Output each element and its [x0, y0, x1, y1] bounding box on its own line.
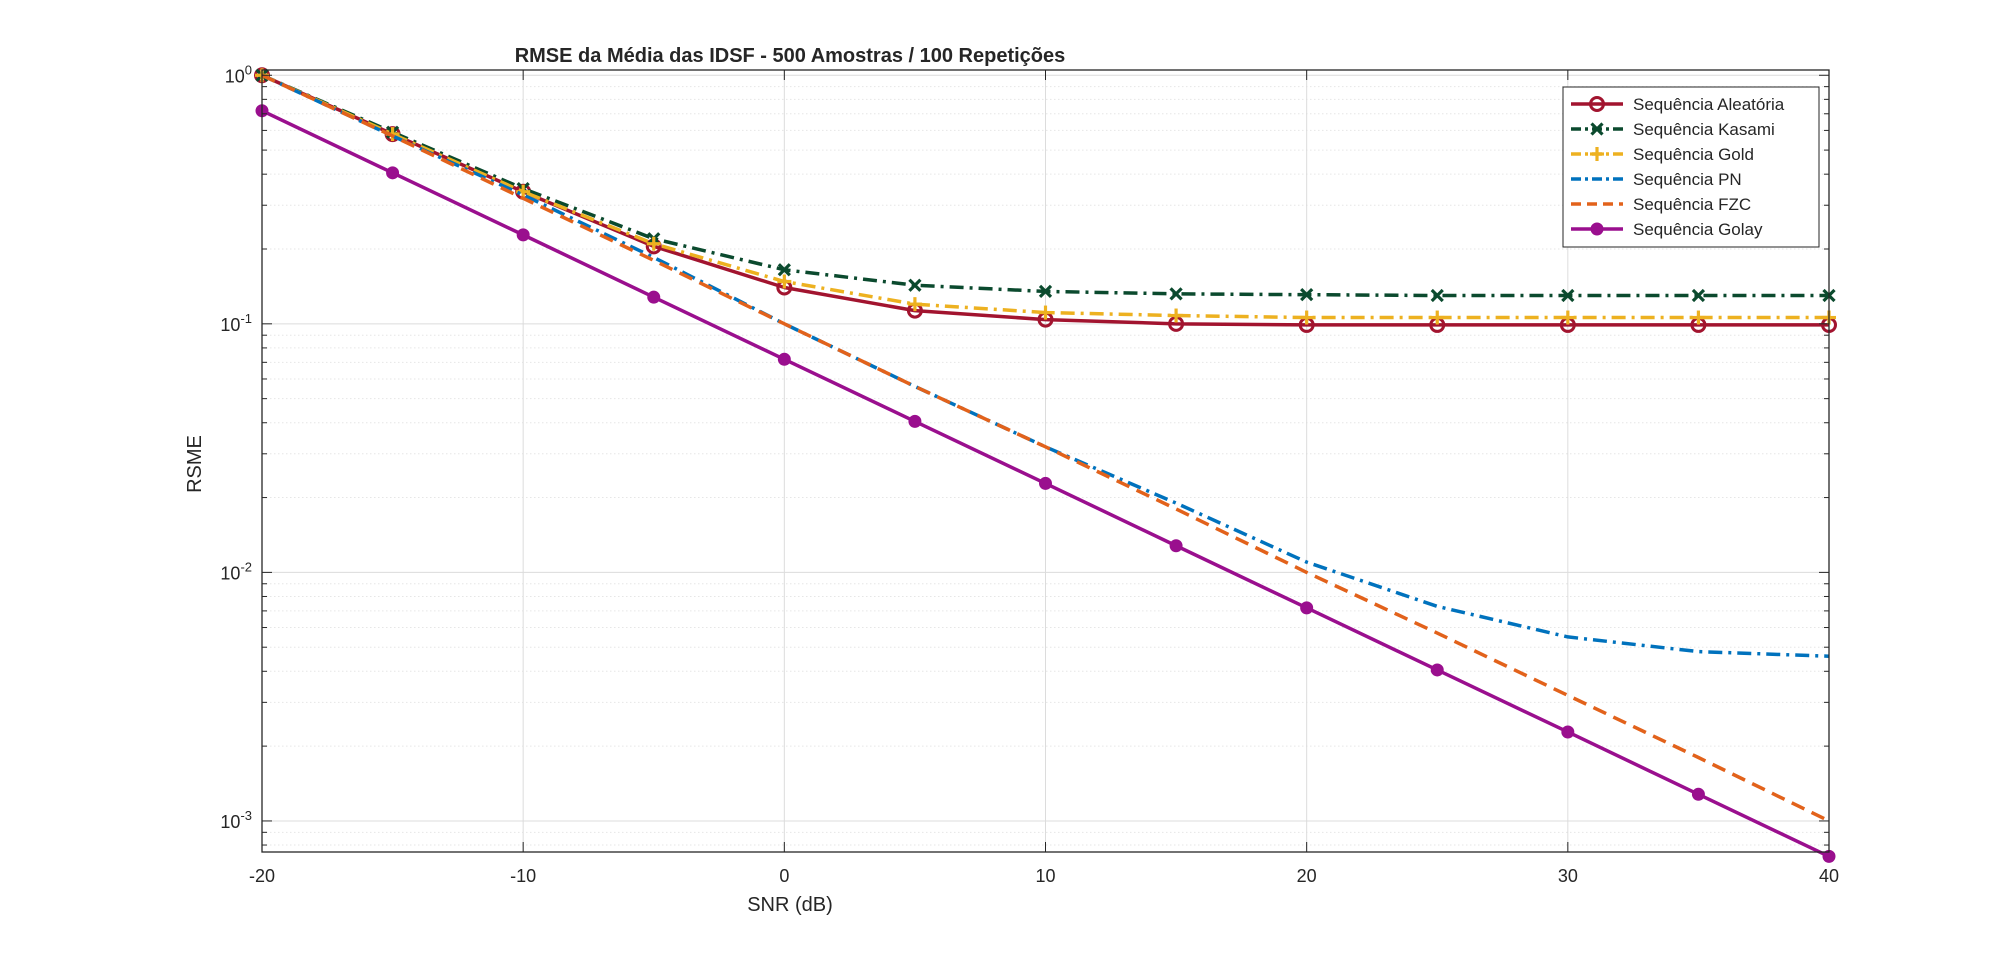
- marker-stroke: [1038, 284, 1053, 299]
- series-6-point: [908, 414, 922, 428]
- series-3-point: [1430, 310, 1445, 325]
- y-tick-label: 10-3: [220, 808, 252, 832]
- legend-box: [1562, 86, 1820, 248]
- legend-marker: [1590, 122, 1604, 136]
- legend-label: Sequência Gold: [1633, 145, 1754, 164]
- y-tick-label: 10-1: [220, 311, 252, 335]
- series-2-point: [1169, 287, 1183, 301]
- y-tick-label: 10-2: [220, 559, 252, 583]
- series-6-point: [1169, 539, 1183, 553]
- legend: Sequência Aleatória Sequência Kasami Sequê…: [1562, 86, 1820, 248]
- legend-item: Sequência Gold: [1571, 145, 1754, 164]
- marker-stroke: [1430, 288, 1444, 303]
- series-6-point: [647, 290, 661, 304]
- x-tick-label: 40: [1819, 866, 1839, 886]
- marker-stroke: [777, 263, 791, 277]
- legend-item: Sequência PN: [1571, 170, 1742, 189]
- marker-stroke: [1561, 288, 1575, 303]
- series-3-point: [907, 297, 922, 312]
- series-4-line: [261, 73, 1830, 658]
- legend-label: Sequência FZC: [1633, 195, 1751, 214]
- plot-series: [254, 67, 1837, 863]
- series-2-point: [1561, 288, 1575, 303]
- series-6-point: [1691, 787, 1705, 801]
- series-3-point: [1038, 305, 1053, 320]
- series-2-point: [1691, 288, 1706, 303]
- x-tick-label: 0: [779, 866, 789, 886]
- chart-title: RMSE da Média das IDSF - 500 Amostras / …: [515, 45, 1066, 67]
- series-2-point: [777, 263, 791, 277]
- series-3-point: [1691, 310, 1706, 325]
- series-3: [255, 68, 1836, 325]
- marker-stroke: [1590, 122, 1604, 136]
- legend-item: Sequência Kasami: [1571, 120, 1775, 139]
- series-5: [261, 73, 1830, 823]
- axis-ticks: [261, 70, 1830, 852]
- legend-label: Sequência Aleatória: [1633, 95, 1785, 114]
- legend-item: Sequência Golay: [1571, 220, 1763, 239]
- series-3-point: [1169, 308, 1184, 323]
- series-6-point: [1039, 476, 1052, 490]
- legend-item: Sequência Aleatória: [1571, 95, 1785, 114]
- marker-stroke: [1300, 288, 1314, 302]
- series-6: [255, 104, 1836, 863]
- y-axis-label: RSME: [184, 435, 206, 493]
- legend-item: Sequência FZC: [1571, 195, 1751, 214]
- series-4: [261, 73, 1830, 658]
- x-tick-label: 30: [1558, 866, 1578, 886]
- y-tick-label: 100: [225, 62, 252, 86]
- marker-stroke: [908, 278, 922, 292]
- marker-stroke: [1691, 288, 1706, 303]
- legend-marker: [1590, 222, 1604, 236]
- series-6-point: [1430, 663, 1444, 677]
- legend-label: Sequência Kasami: [1633, 120, 1775, 139]
- series-3-point: [646, 236, 661, 251]
- x-tick-label: 10: [1035, 866, 1055, 886]
- series-3-point: [1299, 310, 1314, 325]
- series-6-point: [777, 352, 791, 366]
- legend-marker: [1589, 96, 1605, 112]
- tick-labels: 100 10-1 10-2 10-3 -20 -10 0 10 20 30 40: [220, 62, 1839, 886]
- series-6-point: [516, 228, 530, 242]
- series-2-point: [1300, 288, 1314, 302]
- series-2-point: [1430, 288, 1444, 303]
- series-6-point: [386, 166, 400, 180]
- legend-label: Sequência PN: [1633, 170, 1742, 189]
- marker-stroke: [1169, 287, 1183, 301]
- legend-marker: [1590, 147, 1604, 161]
- series-3-point: [1560, 310, 1575, 325]
- x-tick-label: 20: [1297, 866, 1317, 886]
- series-2-point: [908, 278, 922, 292]
- series-3-point: [777, 274, 792, 289]
- series-6-point: [1561, 725, 1575, 739]
- series-6-point: [1300, 601, 1314, 615]
- series-2: [255, 68, 1836, 303]
- x-axis-label: SNR (dB): [747, 894, 833, 916]
- legend-label: Sequência Golay: [1633, 220, 1763, 239]
- series-2-point: [1038, 284, 1053, 299]
- x-tick-label: -10: [510, 866, 536, 886]
- series-5-line: [261, 73, 1830, 823]
- x-tick-label: -20: [249, 866, 275, 886]
